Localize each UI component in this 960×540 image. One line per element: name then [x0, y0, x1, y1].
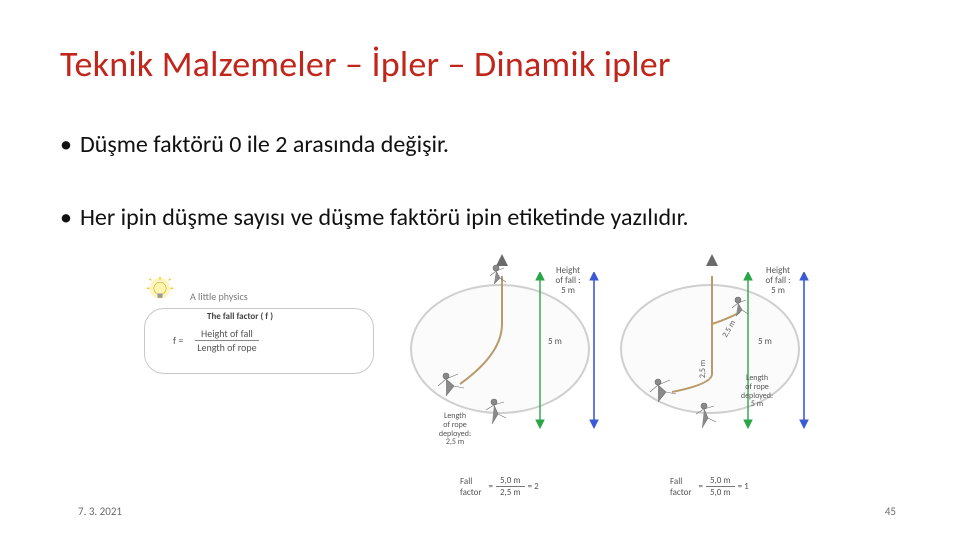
- calc-den: 5,0 m: [706, 487, 735, 498]
- formula-numerator: Height of fall: [195, 327, 259, 341]
- diagram-panel-2: Heightof fall :5 m 2,5 m 5 m 2,5 m Lengt…: [620, 264, 820, 484]
- rope-length-label: Lengthof ropedeployed:2,5 m: [430, 412, 480, 447]
- footer-page: 45: [885, 505, 896, 518]
- bullet-item: • Her ipin düşme sayısı ve düşme faktörü…: [60, 203, 900, 232]
- footer-date: 7. 3. 2021: [78, 505, 122, 518]
- belayer-icon: [436, 368, 476, 402]
- rope-vert-value: 2,5 m: [698, 360, 708, 378]
- bullet-text: Her ipin düşme sayısı ve düşme faktörü i…: [80, 203, 689, 232]
- climber-fallen-icon: [482, 394, 516, 428]
- height-arrow-blue: [796, 272, 812, 432]
- belayer-icon: [648, 374, 688, 408]
- formula-fraction: Height of fall Length of rope: [191, 327, 262, 354]
- calc-label: Fallfactor: [670, 476, 692, 498]
- figure-area: A little physics The fall factor ( f ) f…: [140, 270, 840, 500]
- calc-num: 5,0 m: [496, 475, 525, 487]
- climber-top-icon: [486, 262, 518, 292]
- height-label: Heightof fall :5 m: [546, 266, 590, 296]
- lightbulb-icon: [146, 276, 174, 304]
- formula-denominator: Length of rope: [191, 341, 262, 354]
- formula-caption: The fall factor ( f ): [203, 311, 277, 322]
- bullet-list: • Düşme faktörü 0 ile 2 arasında değişir…: [60, 130, 900, 232]
- slide-title: Teknik Malzemeler – İpler – Dinamik iple…: [60, 42, 900, 86]
- calc-label: Fallfactor: [460, 476, 482, 498]
- height-value: 5 m: [548, 336, 562, 347]
- physics-hint: A little physics: [190, 290, 248, 303]
- calc-den: 2,5 m: [496, 487, 525, 498]
- height-arrow-blue: [586, 272, 602, 432]
- diagram-panel-1: Heightof fall :5 m 5 m Lengthof ropedepl…: [410, 264, 610, 484]
- calc-result: = 1: [738, 481, 749, 492]
- calc-num: 5,0 m: [706, 475, 735, 487]
- fall-factor-calc: Fallfactor = 5,0 m 2,5 m = 2: [460, 475, 539, 498]
- bullet-dot: •: [60, 203, 72, 232]
- bullet-text: Düşme faktörü 0 ile 2 arasında değişir.: [80, 130, 449, 159]
- fall-factor-calc: Fallfactor = 5,0 m 5,0 m = 1: [670, 475, 749, 498]
- calc-result: = 2: [528, 481, 539, 492]
- side-value: 5 m: [758, 336, 772, 347]
- rope-length-label: Lengthof ropedeployed:5 m: [732, 374, 782, 409]
- bullet-item: • Düşme faktörü 0 ile 2 arasında değişir…: [60, 130, 900, 159]
- height-arrow-green: [530, 272, 550, 432]
- formula-lhs: f =: [173, 334, 183, 347]
- height-label: Heightof fall :5 m: [756, 266, 800, 296]
- climber-fallen-icon: [692, 398, 726, 432]
- formula-box: The fall factor ( f ) f = Height of fall…: [144, 308, 374, 374]
- bullet-dot: •: [60, 130, 72, 159]
